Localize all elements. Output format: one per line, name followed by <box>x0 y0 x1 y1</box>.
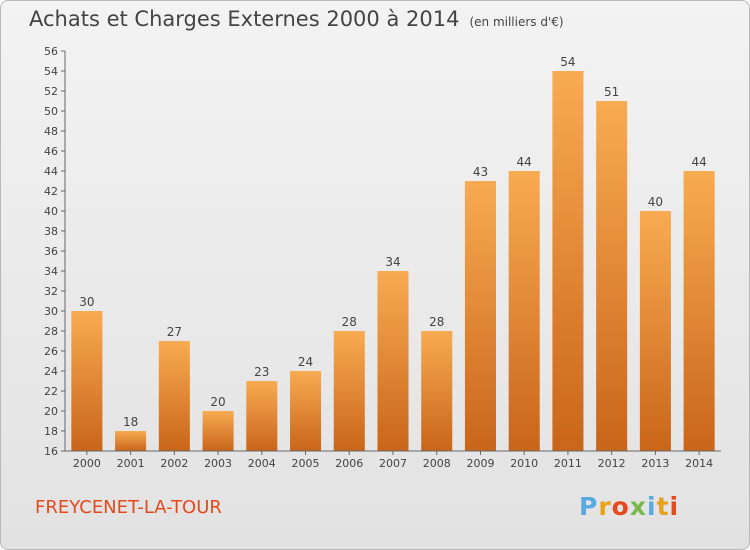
y-axis: 16 18 20 22 24 26 28 30 32 34 36 38 40 42 44 46 48 50 52 54… <box>44 45 66 458</box>
bar-value-label: 18 <box>123 415 138 429</box>
bar-value-label: 20 <box>210 395 225 409</box>
y-tick-label: 48 <box>44 125 58 138</box>
bar <box>290 371 322 451</box>
y-tick-label: 40 <box>44 205 58 218</box>
bar-value-label: 43 <box>473 165 488 179</box>
y-tick-label: 20 <box>44 405 58 418</box>
y-tick-label: 30 <box>44 305 58 318</box>
bar-value-label: 44 <box>517 155 532 169</box>
x-tick-label: 2008 <box>423 457 451 470</box>
x-tick-label: 2003 <box>204 457 232 470</box>
proxiti-logo: Proxiti <box>579 492 679 521</box>
y-tick-label: 34 <box>44 265 58 278</box>
commune-name: FREYCENET-LA-TOUR <box>35 497 222 518</box>
x-tick-label: 2006 <box>335 457 363 470</box>
chart-title-text: Achats et Charges Externes 2000 à 2014 <box>29 7 460 31</box>
x-tick-label: 2005 <box>292 457 320 470</box>
bar <box>508 171 540 451</box>
x-tick-label: 2009 <box>466 457 494 470</box>
bar <box>377 271 409 451</box>
bar-value-label: 54 <box>560 55 575 69</box>
y-tick-label: 24 <box>44 365 58 378</box>
y-tick-label: 56 <box>44 45 58 58</box>
logo-letter: t <box>656 492 670 521</box>
chart-title: Achats et Charges Externes 2000 à 2014 (e… <box>29 7 564 31</box>
x-tick-label: 2010 <box>510 457 538 470</box>
logo-letter: r <box>598 492 612 521</box>
bar <box>246 381 278 451</box>
logo-letter: i <box>669 492 680 521</box>
bar <box>421 331 453 451</box>
logo-letter: P <box>579 492 599 521</box>
x-tick-label: 2007 <box>379 457 407 470</box>
bar <box>158 341 190 451</box>
bar <box>71 311 103 451</box>
y-tick-label: 16 <box>44 445 58 458</box>
bar <box>596 101 628 451</box>
bar <box>202 411 234 451</box>
y-tick-label: 22 <box>44 385 58 398</box>
x-tick-label: 2011 <box>554 457 582 470</box>
bar-value-label: 44 <box>691 155 706 169</box>
y-tick-label: 26 <box>44 345 58 358</box>
bar-value-label: 51 <box>604 85 619 99</box>
bar <box>639 211 671 451</box>
bar <box>464 181 496 451</box>
x-tick-label: 2002 <box>160 457 188 470</box>
y-tick-label: 42 <box>44 185 58 198</box>
y-tick-label: 38 <box>44 225 58 238</box>
chart-unit: (en milliers d'€) <box>469 15 564 29</box>
logo-letter: x <box>629 492 647 521</box>
x-tick-label: 2004 <box>248 457 276 470</box>
bar-value-label: 27 <box>167 325 182 339</box>
bar-value-label: 34 <box>385 255 400 269</box>
y-tick-label: 54 <box>44 65 58 78</box>
x-tick-label: 2000 <box>73 457 101 470</box>
bar <box>115 431 147 451</box>
bar <box>552 71 584 451</box>
bar-value-label: 28 <box>429 315 444 329</box>
bar-value-label: 28 <box>342 315 357 329</box>
y-tick-label: 32 <box>44 285 58 298</box>
bar <box>333 331 365 451</box>
bar <box>683 171 715 451</box>
y-tick-label: 44 <box>44 165 58 178</box>
x-tick-label: 2013 <box>641 457 669 470</box>
logo-letter: o <box>611 492 630 521</box>
logo-letter: i <box>647 492 657 521</box>
y-tick-label: 18 <box>44 425 58 438</box>
bar-value-label: 30 <box>79 295 94 309</box>
bar-value-label: 23 <box>254 365 269 379</box>
bar-value-label: 24 <box>298 355 313 369</box>
y-tick-label: 52 <box>44 85 58 98</box>
x-tick-label: 2014 <box>685 457 713 470</box>
y-tick-label: 46 <box>44 145 58 158</box>
x-tick-label: 2012 <box>598 457 626 470</box>
bars: 30 18 27 20 23 24 28 34 28 43 44 54 51 40 44 <box>71 55 715 451</box>
y-tick-label: 36 <box>44 245 58 258</box>
x-tick-label: 2001 <box>117 457 145 470</box>
y-tick-label: 50 <box>44 105 58 118</box>
y-tick-label: 28 <box>44 325 58 338</box>
bar-value-label: 40 <box>648 195 663 209</box>
x-axis: 2000 2001 2002 2003 2004 2005 2006 2007 2008 2009… <box>65 450 721 470</box>
